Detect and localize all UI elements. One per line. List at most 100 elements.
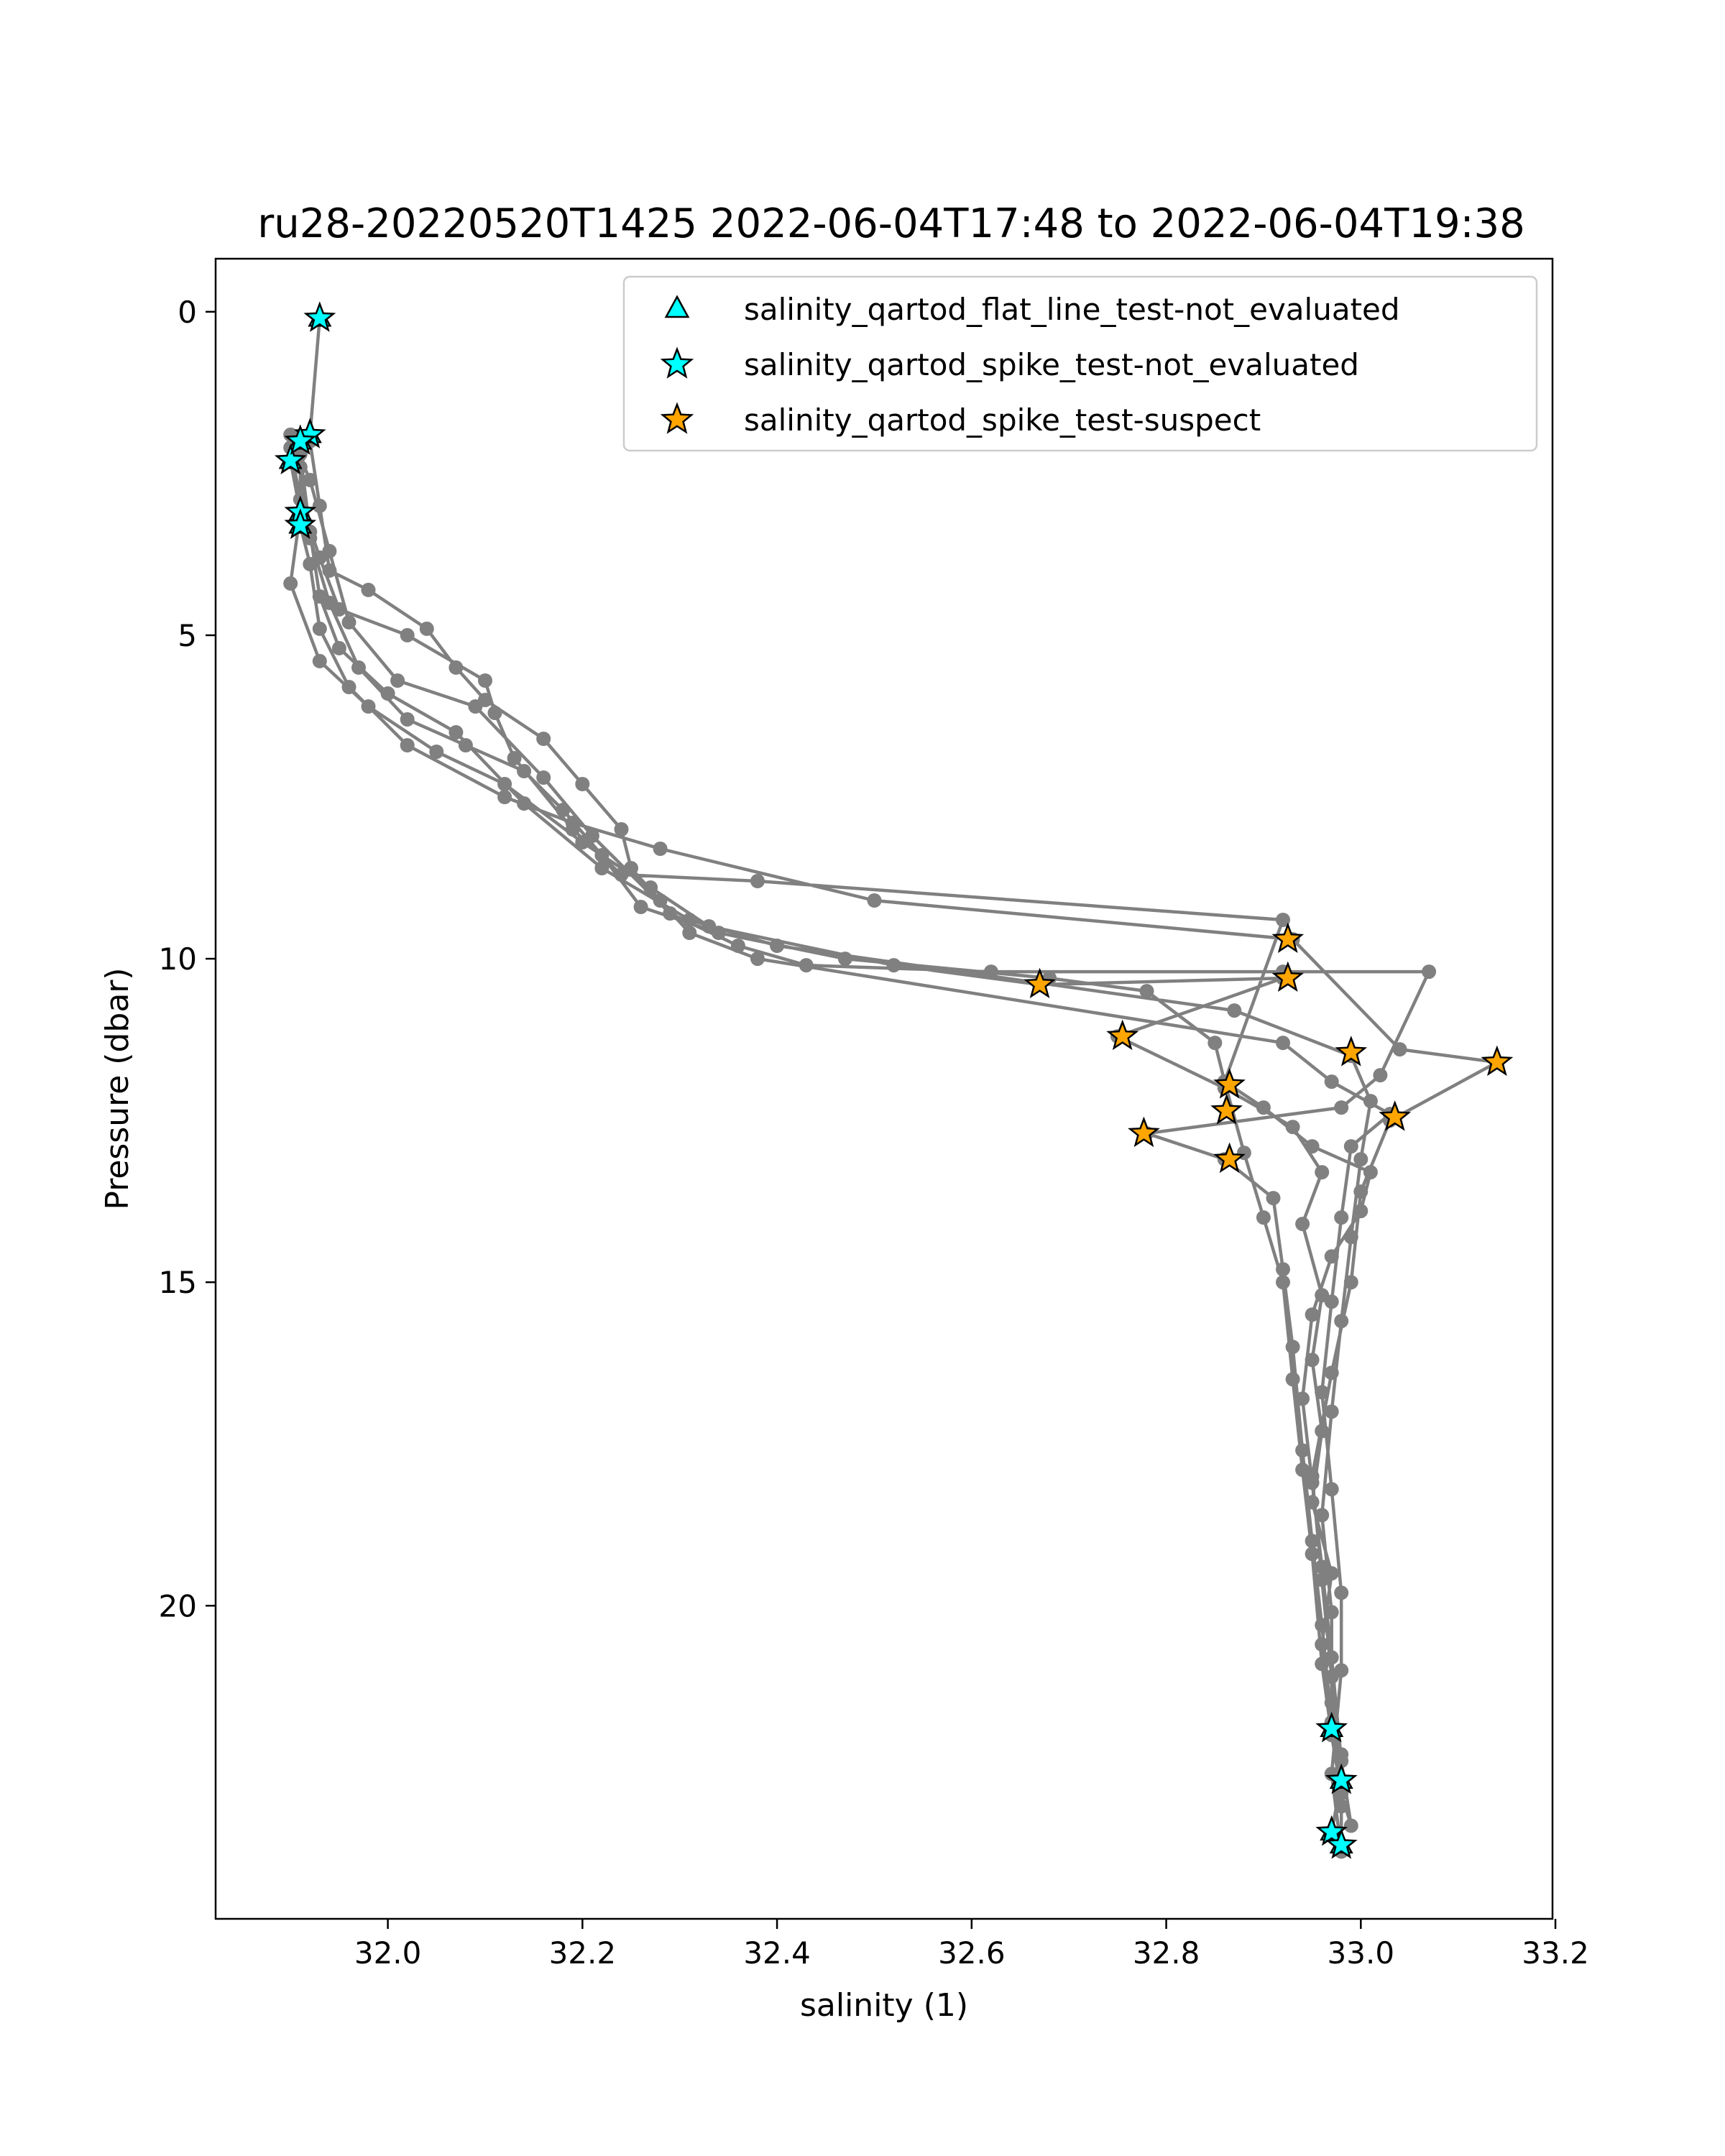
profile-point [487,706,502,720]
profile-point [1305,1353,1320,1368]
profile-point [312,550,327,565]
profile-point [400,738,415,752]
profile-point [682,926,697,940]
profile-point [1324,1695,1339,1710]
profile-point [1305,1495,1320,1510]
spike-suspect-marker [1213,1142,1246,1174]
profile-point [448,660,464,675]
profile-point [1315,1560,1330,1575]
profile-point [322,595,337,610]
profile-point [1334,1663,1349,1678]
profile-point [711,926,726,940]
profile-point [1334,1754,1349,1769]
x-axis-label: salinity (1) [800,1987,968,2024]
profile-point [556,803,571,817]
profile-point [458,738,473,752]
profile-point [1305,1307,1320,1322]
profile-point [1324,1482,1339,1497]
profile-point [1295,1443,1310,1458]
spike-suspect-marker [1335,1036,1368,1067]
spike-not-evaluated-marker [1315,1815,1348,1846]
profile-point [750,874,765,888]
spike-suspect-marker [1128,1116,1160,1148]
profile-point [770,939,785,953]
profile-point [653,842,668,856]
y-tick-label: 0 [178,295,197,330]
profile-point [1295,1217,1310,1232]
profile-point [419,621,434,636]
x-tick-label: 32.8 [1133,1935,1200,1971]
y-tick-label: 20 [159,1588,197,1623]
x-tick-label: 32.0 [354,1935,422,1971]
profile-point [390,673,405,688]
profile-point [1334,1799,1349,1814]
profile-point [517,796,532,811]
profile-point [517,764,532,778]
profile-point [1295,1391,1310,1406]
spike-suspect-marker [1379,1100,1412,1131]
profile-point [653,893,668,908]
profile-point [1315,1424,1330,1439]
profile-point [867,893,882,908]
profile-point [1276,913,1290,927]
profile-point [1324,1294,1339,1309]
profile-point [633,900,648,914]
profile-point [1256,1100,1271,1115]
profile-point [1315,1508,1330,1523]
profile-point [380,686,395,701]
profile-point [1334,1585,1349,1600]
profile-point [624,861,638,875]
profile-point [643,880,658,895]
profile-point [429,745,444,759]
profile-point [750,952,765,967]
profile-point [478,673,492,688]
spike-suspect-marker [1210,1094,1243,1125]
profile-point [663,906,678,921]
y-tick-label: 10 [159,941,197,977]
legend-marker [660,346,694,379]
profile-point [536,770,551,785]
profile-point [448,725,464,740]
profile-point [1353,1184,1368,1199]
profile-point [1295,1462,1310,1478]
profile-point [565,822,580,837]
profile-point [1343,1275,1358,1290]
profile-point [1256,1210,1271,1225]
profile-point [1353,1204,1368,1219]
profile-point [1363,1094,1378,1109]
profile-point [837,952,852,967]
legend-box [622,275,1538,452]
profile-point [584,829,599,843]
profile-point [1305,1139,1320,1154]
profile-point [400,712,415,727]
profile-point [1315,1618,1330,1633]
profile-point [1285,1340,1300,1355]
legend: salinity_qartod_flat_line_test-not_evalu… [622,275,1538,452]
chart-title: ru28-20220520T1425 2022-06-04T17:48 to 2… [257,201,1524,247]
profile-point [322,563,337,578]
profile-point [594,848,610,862]
spike-not-evaluated-marker [1325,1763,1358,1795]
profile-point [478,693,492,707]
profile-point [730,939,745,953]
legend-marker [660,402,694,434]
x-tick-label: 33.0 [1328,1935,1395,1971]
profile-point [312,653,327,668]
profile-point [1324,1404,1339,1419]
x-tick-label: 32.6 [938,1935,1006,1971]
profile-point [1139,984,1154,999]
profile-point [594,861,610,875]
profile-point [1324,1074,1339,1089]
profile-point [1305,1534,1320,1549]
profile-point [1276,1036,1290,1051]
x-tick-label: 33.2 [1522,1935,1589,1971]
profile-point [614,822,629,837]
profile-point [361,699,376,714]
spike-suspect-marker [1106,1019,1139,1051]
y-axis-label: Pressure (dbar) [99,967,136,1210]
profile-point [1315,1385,1330,1400]
profile-point [1334,1100,1349,1115]
profile-point [1227,1003,1242,1018]
legend-marker [664,295,690,318]
